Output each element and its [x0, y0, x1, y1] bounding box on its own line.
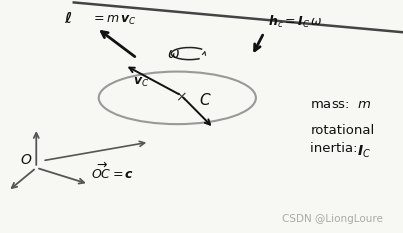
Text: $\overrightarrow{OC} = \boldsymbol{c}$: $\overrightarrow{OC} = \boldsymbol{c}$: [91, 162, 135, 182]
Text: $\times$: $\times$: [175, 91, 187, 105]
Text: $\omega$: $\omega$: [167, 47, 180, 61]
Text: $\boldsymbol{\ell}$: $\boldsymbol{\ell}$: [64, 10, 73, 26]
Text: $C$: $C$: [199, 92, 212, 108]
Text: $O$: $O$: [20, 153, 32, 167]
Text: $\boldsymbol{v}_C$: $\boldsymbol{v}_C$: [133, 76, 149, 89]
Text: $\boldsymbol{h}_c = \boldsymbol{I}_C\,\omega$: $\boldsymbol{h}_c = \boldsymbol{I}_C\,\o…: [268, 14, 323, 30]
Text: mass:  $m$: mass: $m$: [310, 98, 372, 111]
Text: $\boldsymbol{I}_C$: $\boldsymbol{I}_C$: [357, 143, 371, 160]
Text: CSDN @LiongLoure: CSDN @LiongLoure: [282, 214, 383, 224]
Text: rotational
inertia:: rotational inertia:: [310, 124, 374, 155]
Text: $= m\,\boldsymbol{v}_C$: $= m\,\boldsymbol{v}_C$: [91, 14, 137, 27]
